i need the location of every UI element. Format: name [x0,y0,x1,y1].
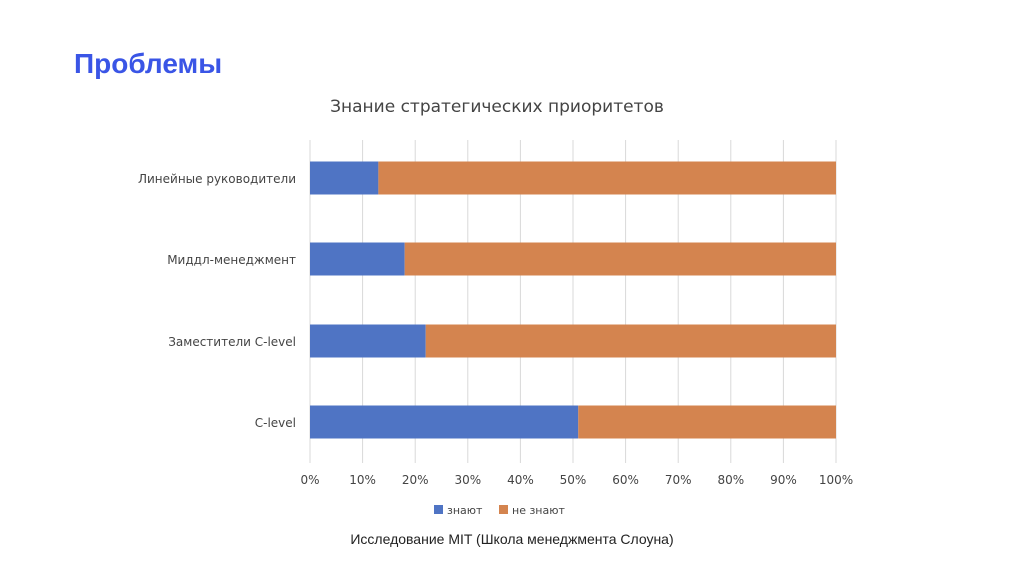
source-caption: Исследование MIT (Школа менеджмента Слоу… [350,531,674,547]
chart-legend: знают не знают [434,504,565,517]
bar-dont-know [404,242,836,276]
x-tick-label: 30% [454,473,481,487]
slide-title: Проблемы [74,48,223,79]
x-tick-label: 10% [349,473,376,487]
legend-label: не знают [512,504,565,517]
category-label: Заместители C-level [168,335,296,349]
x-tick-label: 20% [402,473,429,487]
bar-know [310,161,379,195]
x-tick-label: 60% [612,473,639,487]
legend-swatch [434,505,443,514]
chart-bars [310,161,836,439]
legend-label: знают [447,504,483,517]
category-label: C-level [255,416,296,430]
x-tick-labels: 0% 10% 20% 30% 40% 50% 60% 70% 80% 90% 100% [300,473,853,487]
legend-swatch [499,505,508,514]
bar-dont-know [425,324,836,358]
x-tick-label: 0% [300,473,319,487]
x-tick-label: 40% [507,473,534,487]
bar-know [310,405,579,439]
x-tick-label: 80% [717,473,744,487]
category-label: Линейные руководители [138,172,296,186]
category-label: Миддл-менеджмент [167,253,296,267]
chart-title: Знание стратегических приоритетов [330,97,664,117]
bar-know [310,324,426,358]
x-tick-label: 70% [665,473,692,487]
x-tick-label: 50% [560,473,587,487]
x-tick-label: 90% [770,473,797,487]
x-tick-label: 100% [819,473,853,487]
bar-dont-know [378,161,836,195]
bar-know [310,242,405,276]
bar-dont-know [578,405,836,439]
category-labels: Линейные руководители Миддл-менеджмент Зам… [138,172,296,430]
